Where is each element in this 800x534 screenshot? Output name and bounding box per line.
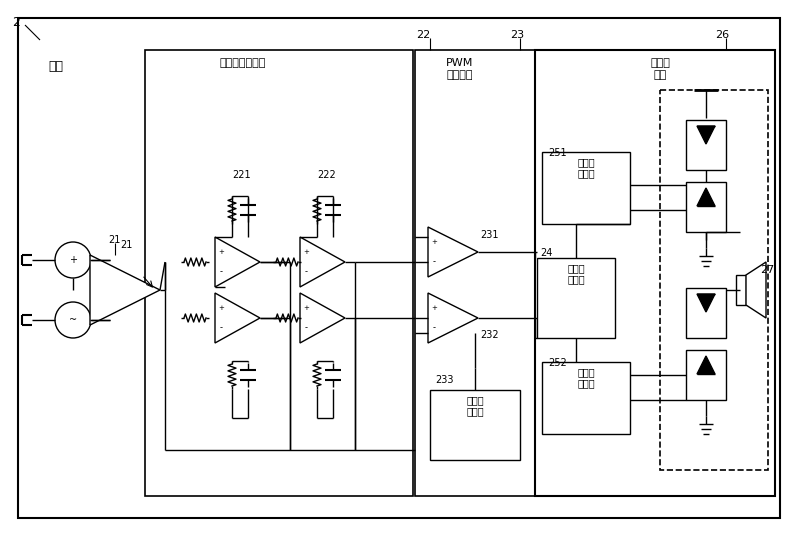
Text: 功率输
出级: 功率输 出级 [650,58,670,80]
Text: +: + [218,305,224,311]
Polygon shape [697,126,715,144]
Polygon shape [428,227,478,277]
Bar [686,350,726,400]
Bar [542,152,630,224]
Polygon shape [697,188,715,206]
Text: 级联二阶积分器: 级联二阶积分器 [220,58,266,68]
Text: PWM
调制电路: PWM 调制电路 [446,58,474,80]
Text: 252: 252 [548,358,566,368]
Text: 231: 231 [480,230,498,240]
Polygon shape [428,293,478,343]
Polygon shape [90,255,160,325]
Bar [686,288,726,338]
Bar [686,120,726,170]
Polygon shape [215,293,260,343]
Text: +: + [303,305,309,311]
Text: 22: 22 [416,30,430,40]
Bar [415,50,535,496]
Text: 23: 23 [510,30,524,40]
Text: 221: 221 [233,170,251,180]
Polygon shape [697,356,715,374]
Text: 233: 233 [435,375,454,385]
Bar [537,258,615,338]
Text: +: + [431,305,437,311]
Polygon shape [746,262,766,318]
Text: +: + [303,249,309,255]
Text: -: - [219,268,222,277]
Polygon shape [215,237,260,287]
Bar [145,50,413,496]
Text: -: - [433,324,435,333]
Text: 251: 251 [548,148,566,158]
Text: -: - [305,268,307,277]
Bar [535,50,775,496]
Text: -: - [433,257,435,266]
Text: 232: 232 [480,330,498,340]
Text: 三态调
制电路: 三态调 制电路 [567,263,585,285]
Text: 27: 27 [760,265,774,275]
Text: +: + [218,249,224,255]
Text: ~: ~ [69,315,77,325]
Bar [430,390,520,460]
Text: 24: 24 [540,248,552,258]
Bar [542,362,630,434]
Text: 2: 2 [12,16,20,29]
Text: 21: 21 [108,235,120,245]
Text: 栅极驱
动电路: 栅极驱 动电路 [577,157,595,178]
Text: 21: 21 [120,240,132,250]
Polygon shape [300,237,345,287]
Text: 单片: 单片 [48,60,63,73]
Text: 222: 222 [318,170,336,180]
Text: -: - [219,324,222,333]
Polygon shape [300,293,345,343]
Polygon shape [697,294,715,312]
Bar [736,275,746,305]
Text: 载波发
生电路: 载波发 生电路 [466,395,484,417]
Text: +: + [431,239,437,245]
Bar [686,182,726,232]
Text: +: + [69,255,77,265]
Bar [660,90,768,470]
Text: -: - [305,324,307,333]
Text: 26: 26 [715,30,729,40]
Text: 栅极驱
动电路: 栅极驱 动电路 [577,367,595,389]
